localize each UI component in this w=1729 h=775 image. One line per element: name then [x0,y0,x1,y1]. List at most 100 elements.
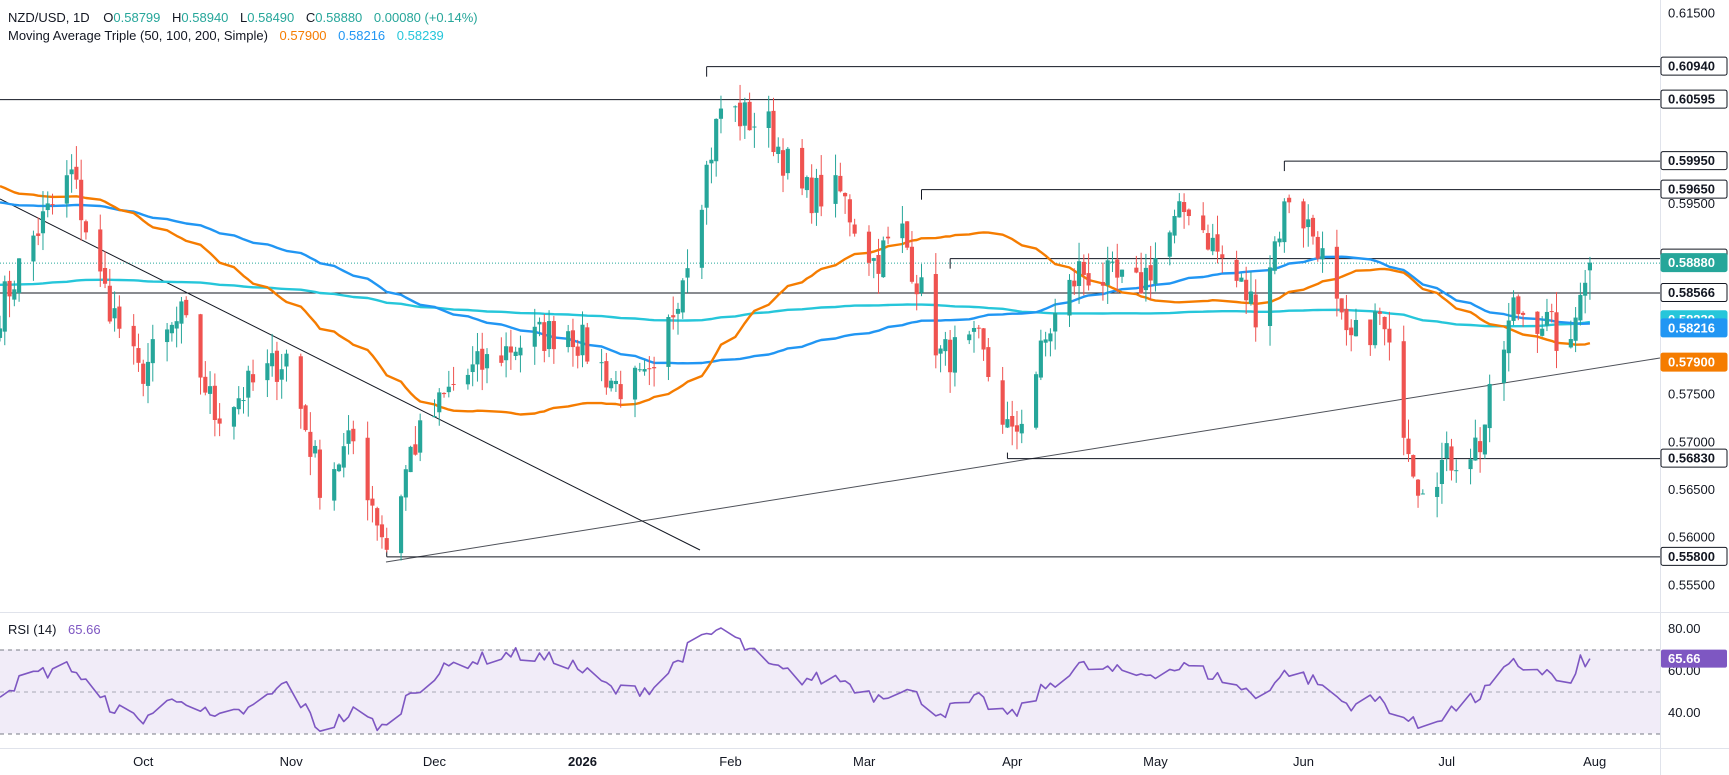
candle[interactable] [948,329,953,393]
candle[interactable] [1048,328,1053,357]
candle[interactable] [7,270,12,318]
candle[interactable] [332,462,337,511]
candle[interactable] [742,97,747,139]
candle[interactable] [141,359,146,397]
candle[interactable] [446,370,451,398]
candle[interactable] [250,359,256,391]
candle[interactable] [1201,202,1206,233]
candle[interactable] [943,331,948,366]
candle[interactable] [1439,442,1444,504]
candle[interactable] [671,296,676,330]
candle[interactable] [1387,311,1392,361]
candle[interactable] [303,404,308,432]
candle[interactable] [1014,410,1020,450]
candle[interactable] [771,97,776,157]
candle[interactable] [747,92,752,131]
candle[interactable] [1306,204,1311,247]
candle[interactable] [451,366,456,391]
candle[interactable] [1501,341,1507,401]
candle[interactable] [1511,290,1516,326]
candle[interactable] [384,527,389,553]
candle[interactable] [504,332,509,378]
candle[interactable] [465,368,470,390]
candle[interactable] [1153,242,1158,292]
candle[interactable] [986,337,991,382]
candle[interactable] [1076,242,1082,304]
candle[interactable] [1310,214,1316,245]
candle[interactable] [98,214,103,287]
candle[interactable] [284,349,289,382]
candle[interactable] [1134,255,1139,274]
candle[interactable] [1287,194,1292,214]
candle[interactable] [241,387,246,414]
candle[interactable] [1081,254,1086,296]
candle[interactable] [1272,236,1277,275]
candle[interactable] [174,306,179,348]
candle[interactable] [1339,298,1344,320]
candle[interactable] [1177,193,1182,218]
candle[interactable] [909,231,915,284]
ma50-line[interactable] [0,184,1591,416]
candle[interactable] [1382,316,1387,346]
candle[interactable] [1038,329,1043,381]
candle[interactable] [1244,266,1249,315]
candle[interactable] [1415,478,1421,508]
candle[interactable] [685,249,690,293]
candle[interactable] [604,352,609,395]
candle[interactable] [642,359,647,376]
candle[interactable] [217,403,222,437]
candle[interactable] [1210,223,1215,256]
candle[interactable] [441,392,447,398]
ma100-line[interactable] [0,201,1590,365]
candle[interactable] [1587,256,1593,300]
candle[interactable] [1043,331,1048,357]
candle[interactable] [432,399,437,418]
candle[interactable] [518,335,523,373]
candle[interactable] [905,221,910,251]
candle[interactable] [718,95,724,134]
price-axis[interactable]: 0.61500 0.60940 0.60595 0.59950 0.596500.595… [1660,5,1728,592]
candle[interactable] [12,280,17,307]
candle[interactable] [1554,292,1559,369]
candle[interactable] [613,370,618,392]
candle[interactable] [971,320,977,353]
candle[interactable] [570,318,576,367]
candle[interactable] [45,191,50,218]
candle[interactable] [1034,371,1039,430]
candle[interactable] [752,112,757,148]
candle[interactable] [1186,208,1191,226]
candle[interactable] [1454,459,1459,483]
candle[interactable] [647,356,652,386]
candle[interactable] [418,413,423,462]
candle[interactable] [800,139,805,196]
candle[interactable] [618,370,623,408]
candle[interactable] [413,426,418,456]
candle[interactable] [1301,198,1306,248]
candle[interactable] [83,219,89,240]
candle[interactable] [709,147,714,184]
candle[interactable] [881,236,886,278]
candle[interactable] [308,412,313,476]
candle[interactable] [1535,311,1540,353]
candle[interactable] [866,225,872,276]
candle[interactable] [1239,273,1244,282]
candle[interactable] [408,445,413,473]
candle[interactable] [1119,269,1125,284]
candle[interactable] [1353,308,1359,337]
candle[interactable] [112,291,117,332]
candle[interactable] [1010,400,1015,446]
candle[interactable] [1215,215,1220,264]
candle[interactable] [809,164,814,224]
candle[interactable] [737,84,743,141]
candle[interactable] [714,118,719,177]
candle[interactable] [933,253,938,369]
candle[interactable] [1053,298,1058,350]
candle[interactable] [179,296,184,344]
candle[interactable] [1072,268,1077,295]
candle[interactable] [1406,419,1411,462]
candle[interactable] [0,315,3,342]
candle[interactable] [107,269,112,324]
candle[interactable] [470,346,475,387]
candle[interactable] [79,159,84,241]
descending-trendline[interactable] [0,198,701,551]
